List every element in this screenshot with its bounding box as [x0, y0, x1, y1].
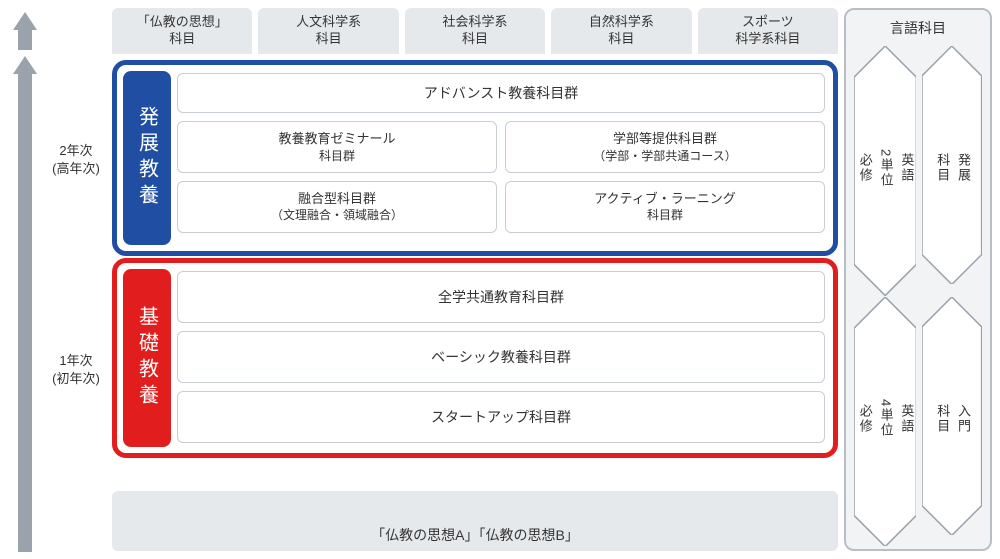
progression-arrow — [8, 12, 42, 552]
basic-row-1: 全学共通教育科目群 — [177, 271, 825, 323]
year-1-label: 1年次 (初年次) — [44, 352, 108, 388]
lang-top-right-text: 発展科目 — [931, 153, 973, 183]
dev-row3-left-sub: （文理融合・領域融合） — [271, 207, 403, 223]
lang-row-top: 英語2単位必修 発展科目 — [854, 46, 982, 291]
year-1-line2: (初年次) — [52, 371, 100, 386]
development-box: 発展教養 アドバンスト教養科目群 教養教育ゼミナール 科目群 学部等提供科目群 … — [112, 60, 838, 256]
bottom-bar: 「仏教の思想A」「仏教の思想B」 — [112, 491, 838, 551]
year-1-line1: 1年次 — [59, 353, 92, 368]
category-tabs: 「仏教の思想」科目 人文科学系科目 社会科学系科目 自然科学系科目 スポーツ科学… — [112, 8, 838, 54]
dev-row-3: 融合型科目群 （文理融合・領域融合） アクティブ・ラーニング 科目群 — [177, 181, 825, 233]
dev-row2-left-title: 教養教育ゼミナール — [278, 130, 395, 148]
language-body: 英語2単位必修 発展科目 英語4単位必修 入門科目 — [854, 46, 982, 541]
category-tab-2: 社会科学系科目 — [405, 8, 545, 54]
lang-top-right: 発展科目 — [922, 46, 982, 291]
language-title: 言語科目 — [854, 18, 982, 38]
dev-row3-right: アクティブ・ラーニング 科目群 — [505, 181, 825, 233]
dev-row2-left: 教養教育ゼミナール 科目群 — [177, 121, 497, 173]
lang-row-bottom: 英語4単位必修 入門科目 — [854, 297, 982, 542]
lang-bottom-right: 入門科目 — [922, 297, 982, 542]
category-tab-4: スポーツ科学系科目 — [698, 8, 838, 54]
dev-row3-left: 融合型科目群 （文理融合・領域融合） — [177, 181, 497, 233]
dev-row-1: アドバンスト教養科目群 — [177, 73, 825, 113]
year-labels: 2年次 (高年次) 1年次 (初年次) — [44, 12, 108, 552]
basic-row-3: スタートアップ科目群 — [177, 391, 825, 443]
dev-row2-right-sub: （学部・学部共通コース） — [593, 148, 736, 164]
short-arrow-head — [13, 12, 37, 30]
dev-row-2: 教養教育ゼミナール 科目群 学部等提供科目群 （学部・学部共通コース） — [177, 121, 825, 173]
basic-row-2: ベーシック教養科目群 — [177, 331, 825, 383]
dev-row3-right-title: アクティブ・ラーニング — [594, 190, 736, 208]
lang-bottom-left-text: 英語4単位必修 — [854, 399, 916, 438]
lang-bottom-right-text: 入門科目 — [931, 404, 973, 434]
category-tab-0: 「仏教の思想」科目 — [112, 8, 252, 54]
dev-row2-left-sub: 科目群 — [319, 148, 355, 164]
language-column: 言語科目 英語2単位必修 発展科目 英語4単位必修 入門科目 — [844, 8, 992, 551]
lang-top-left: 英語2単位必修 — [854, 46, 916, 291]
year-2-line1: 2年次 — [59, 143, 92, 158]
development-label: 発展教養 — [123, 71, 171, 245]
long-arrow-body — [18, 74, 32, 552]
bottom-bar-text: 「仏教の思想A」「仏教の思想B」 — [371, 525, 579, 545]
dev-row3-right-sub: 科目群 — [647, 207, 683, 223]
year-2-label: 2年次 (高年次) — [44, 142, 108, 178]
category-tab-1: 人文科学系科目 — [258, 8, 398, 54]
dev-row2-right-title: 学部等提供科目群 — [613, 130, 717, 148]
basic-box: 基礎教養 全学共通教育科目群 ベーシック教養科目群 スタートアップ科目群 — [112, 258, 838, 458]
basic-label: 基礎教養 — [123, 269, 171, 447]
year-2-line2: (高年次) — [52, 161, 100, 176]
long-arrow-head — [13, 56, 37, 74]
lang-bottom-left: 英語4単位必修 — [854, 297, 916, 542]
dev-row2-right: 学部等提供科目群 （学部・学部共通コース） — [505, 121, 825, 173]
category-tab-3: 自然科学系科目 — [551, 8, 691, 54]
short-arrow-body — [18, 30, 32, 50]
dev-row3-left-title: 融合型科目群 — [298, 190, 376, 208]
lang-top-left-text: 英語2単位必修 — [854, 149, 916, 188]
